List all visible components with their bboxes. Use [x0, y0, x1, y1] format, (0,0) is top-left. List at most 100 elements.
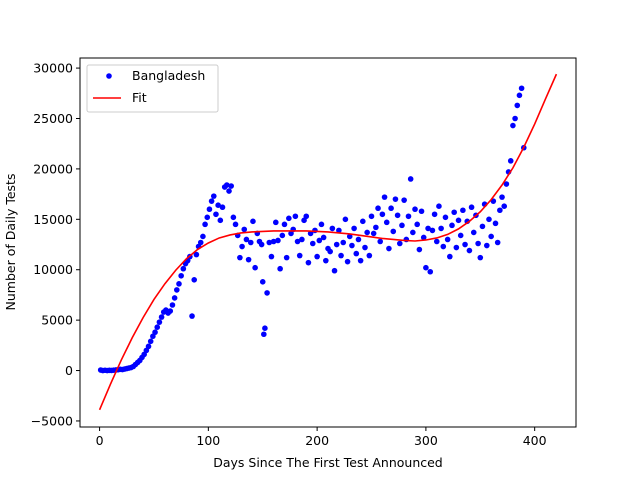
data-point-74 [258, 241, 265, 248]
data-point-79 [266, 239, 273, 246]
data-point-173 [470, 229, 477, 236]
data-point-164 [451, 209, 457, 216]
data-point-56 [219, 204, 226, 211]
data-point-149 [418, 208, 425, 215]
data-point-181 [488, 233, 494, 240]
data-point-116 [346, 233, 353, 240]
data-point-195 [518, 85, 525, 92]
data-point-80 [268, 253, 275, 260]
data-point-134 [386, 245, 392, 252]
data-point-27 [156, 319, 163, 325]
data-point-148 [416, 246, 423, 253]
legend-box [86, 64, 219, 113]
data-point-167 [457, 232, 464, 239]
data-point-28 [158, 314, 165, 320]
y-tick-label: 0 [65, 363, 73, 378]
data-point-55 [217, 217, 224, 224]
data-point-64 [237, 254, 243, 261]
data-point-157 [436, 203, 442, 209]
x-axis: 0 100 200 300 400 [96, 427, 547, 448]
legend-label-bangladesh: Bangladesh [132, 68, 205, 83]
data-point-54 [215, 202, 221, 208]
data-point-77 [262, 325, 268, 332]
data-point-112 [338, 252, 344, 259]
data-point-141 [401, 197, 407, 203]
data-point-140 [399, 222, 405, 229]
y-tick-label: 5000 [41, 313, 73, 328]
data-point-150 [420, 234, 427, 241]
data-point-86 [281, 221, 288, 228]
data-point-187 [501, 203, 508, 209]
x-tick-label: 300 [414, 433, 438, 448]
data-point-172 [468, 204, 475, 211]
data-point-163 [449, 222, 455, 229]
data-point-151 [423, 264, 429, 271]
data-point-168 [460, 207, 466, 214]
data-point-23 [147, 338, 154, 345]
data-point-191 [510, 122, 516, 129]
data-point-183 [492, 220, 499, 227]
data-point-113 [340, 239, 347, 246]
data-point-92 [294, 238, 301, 245]
data-point-192 [512, 115, 518, 122]
data-point-115 [344, 258, 351, 265]
plot-area-frame [79, 57, 577, 428]
data-point-194 [516, 92, 523, 99]
data-point-36 [176, 281, 182, 287]
data-point-176 [477, 254, 484, 261]
data-point-109 [331, 267, 338, 274]
data-point-34 [171, 295, 178, 301]
data-point-111 [336, 227, 342, 234]
data-point-158 [438, 225, 444, 232]
data-point-136 [390, 228, 397, 235]
y-axis: −5000 0 5000 10000 15000 20000 25000 30000 [31, 61, 80, 428]
data-point-25 [152, 329, 158, 336]
data-point-185 [497, 207, 503, 214]
data-point-179 [484, 242, 490, 249]
data-point-71 [252, 264, 258, 271]
data-point-67 [243, 236, 250, 243]
data-point-87 [283, 254, 290, 261]
data-point-103 [318, 221, 325, 228]
data-point-59 [226, 188, 232, 194]
data-point-147 [414, 221, 420, 228]
legend-marker-bangladesh [106, 73, 112, 79]
x-tick-label: 200 [305, 433, 329, 448]
data-point-65 [239, 243, 245, 250]
data-point-162 [447, 253, 453, 260]
data-point-93 [296, 252, 303, 259]
data-point-144 [407, 176, 414, 182]
data-point-154 [429, 227, 436, 234]
data-point-37 [178, 272, 184, 279]
data-point-58 [224, 182, 230, 188]
data-point-100 [312, 227, 318, 234]
data-point-38 [180, 265, 187, 272]
data-point-126 [368, 213, 375, 220]
data-point-46 [197, 239, 204, 246]
data-point-138 [394, 212, 401, 219]
data-point-62 [232, 221, 239, 228]
data-point-104 [320, 234, 327, 241]
data-point-169 [462, 241, 468, 248]
data-point-156 [433, 238, 440, 245]
data-point-107 [327, 248, 333, 255]
y-tick-label: 10000 [33, 262, 73, 277]
data-point-123 [362, 244, 368, 251]
data-point-70 [250, 218, 256, 225]
data-point-97 [305, 259, 312, 266]
data-point-120 [355, 236, 362, 243]
data-point-47 [200, 233, 206, 240]
data-point-165 [453, 244, 460, 251]
x-tick-label: 100 [196, 433, 220, 448]
data-point-188 [503, 181, 510, 187]
data-point-159 [440, 243, 447, 250]
data-point-132 [381, 194, 388, 200]
data-point-94 [299, 236, 305, 243]
data-point-190 [507, 158, 514, 164]
data-point-99 [309, 240, 316, 247]
data-point-155 [431, 211, 438, 218]
data-point-118 [351, 225, 357, 232]
data-point-96 [303, 213, 310, 220]
data-point-105 [323, 257, 329, 264]
